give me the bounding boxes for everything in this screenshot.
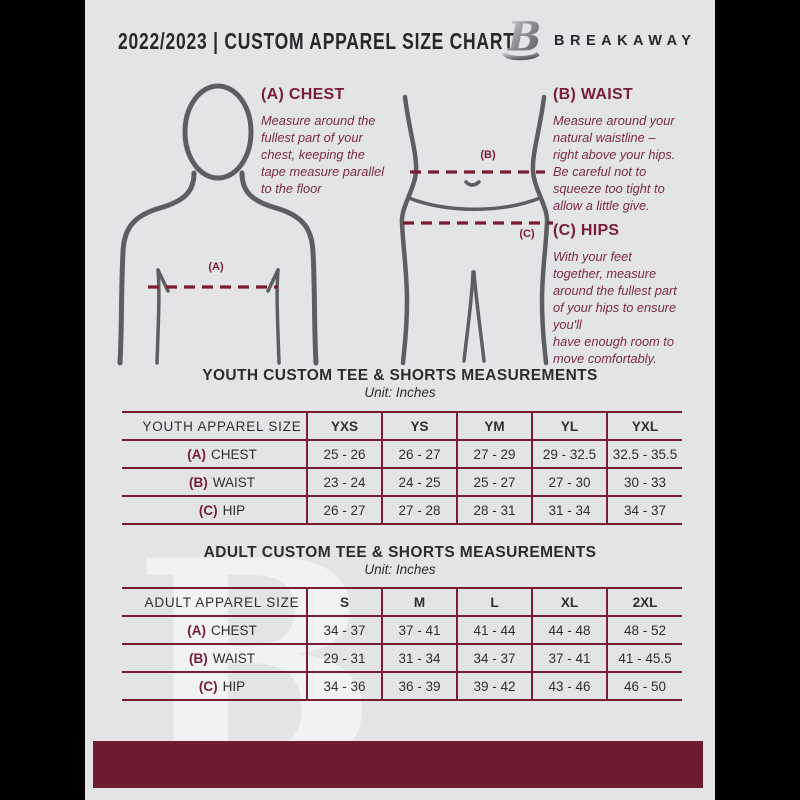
marker-a-label: (A) (208, 261, 224, 273)
youth-size-label: YOUTH APPAREL SIZE (142, 418, 302, 434)
cell: 29 - 31 (306, 644, 382, 672)
youth-col-yxl: YXL (606, 412, 682, 440)
waist-instructions: Measure around your natural waistline – … (553, 113, 676, 214)
row-title: CHEST (210, 446, 257, 462)
cell: 39 - 42 (456, 672, 532, 700)
cell: 26 - 27 (381, 440, 457, 468)
adult-col-m: M (381, 588, 457, 616)
youth-col-yxs: YXS (306, 412, 382, 440)
chest-heading: (A) CHEST (261, 86, 345, 103)
cell: 44 - 48 (531, 616, 607, 644)
youth-waist-row: (B) WAIST 23 - 24 24 - 25 25 - 27 27 - 30… (122, 468, 682, 496)
marker-b-label: (B) (480, 149, 496, 161)
cell: 31 - 34 (531, 496, 607, 524)
adult-col-l: L (456, 588, 532, 616)
youth-header-row: YOUTH APPAREL SIZE YXS YS YM YL YXL (122, 412, 682, 440)
cell: 27 - 30 (531, 468, 607, 496)
row-prefix: (B) (189, 474, 208, 490)
cell: 27 - 29 (456, 440, 532, 468)
adult-waist-row: (B) WAIST 29 - 31 31 - 34 34 - 37 37 - 41… (122, 644, 682, 672)
youth-table-title: YOUTH CUSTOM TEE & SHORTS MEASUREMENTS (202, 367, 598, 384)
waist-heading: (B) WAIST (553, 86, 634, 103)
adult-hip-row: (C) HIP 34 - 36 36 - 39 39 - 42 43 - 46 4… (122, 672, 682, 700)
cell: 25 - 26 (306, 440, 382, 468)
cell: 27 - 28 (381, 496, 457, 524)
breakaway-logo-icon: B (501, 14, 542, 61)
size-chart-page: 2022/2023 | CUSTOM APPAREL SIZE CHART B … (85, 0, 715, 800)
row-label: (B) WAIST (122, 468, 307, 496)
row-title: CHEST (210, 622, 257, 638)
row-prefix: (C) (198, 678, 218, 694)
cell: 48 - 52 (606, 616, 682, 644)
youth-size-table: YOUTH APPAREL SIZE YXS YS YM YL YXL (A) C… (122, 411, 682, 525)
chest-instructions: Measure around the fullest part of your … (261, 113, 385, 197)
youth-table-unit: Unit: Inches (364, 385, 436, 400)
hips-diagram (399, 94, 553, 366)
row-label: (A) CHEST (122, 616, 307, 644)
cell: 34 - 36 (306, 672, 382, 700)
youth-col-ys: YS (381, 412, 457, 440)
cell: 41 - 44 (456, 616, 532, 644)
adult-table-unit: Unit: Inches (364, 562, 436, 577)
logo-swoosh (501, 51, 540, 61)
youth-chest-row: (A) CHEST 25 - 26 26 - 27 27 - 29 29 - 32… (122, 440, 682, 468)
row-prefix: (A) (187, 622, 206, 638)
cell: 25 - 27 (456, 468, 532, 496)
row-label: (C) HIP (122, 496, 307, 524)
adult-size-table: ADULT APPAREL SIZE S M L XL 2XL (A) CHEST… (122, 587, 682, 701)
cell: 28 - 31 (456, 496, 532, 524)
cell: 31 - 34 (381, 644, 457, 672)
cell: 24 - 25 (381, 468, 457, 496)
row-prefix: (C) (198, 502, 218, 518)
adult-chest-row: (A) CHEST 34 - 37 37 - 41 41 - 44 44 - 48… (122, 616, 682, 644)
row-label: (B) WAIST (122, 644, 307, 672)
cell: 30 - 33 (606, 468, 682, 496)
adult-col-xl: XL (531, 588, 607, 616)
row-prefix: (B) (189, 650, 208, 666)
cell: 41 - 45.5 (606, 644, 682, 672)
adult-col-s: S (306, 588, 382, 616)
youth-col-ym: YM (456, 412, 532, 440)
adult-col-2xl: 2XL (606, 588, 682, 616)
cell: 23 - 24 (306, 468, 382, 496)
cell: 46 - 50 (606, 672, 682, 700)
row-label: (C) HIP (122, 672, 307, 700)
navel-mark (464, 180, 481, 187)
logo-b-glyph: B (507, 14, 542, 60)
cell: 34 - 37 (306, 616, 382, 644)
cell: 43 - 46 (531, 672, 607, 700)
row-title: HIP (222, 502, 246, 518)
hips-heading: (C) HIPS (553, 222, 620, 239)
youth-col-yl: YL (531, 412, 607, 440)
cell: 29 - 32.5 (531, 440, 607, 468)
cell: 26 - 27 (306, 496, 382, 524)
waistband-curve (407, 196, 542, 211)
row-prefix: (A) (187, 446, 206, 462)
marker-c-label: (C) (519, 228, 535, 240)
adult-header-row: ADULT APPAREL SIZE S M L XL 2XL (122, 588, 682, 616)
footer-bar (93, 741, 703, 788)
cell: 32.5 - 35.5 (606, 440, 682, 468)
youth-hip-row: (C) HIP 26 - 27 27 - 28 28 - 31 31 - 34 3… (122, 496, 682, 524)
hips-instructions: With your feet together, measure around … (553, 249, 677, 367)
cell: 36 - 39 (381, 672, 457, 700)
torso-diagram (117, 83, 319, 366)
cell: 34 - 37 (606, 496, 682, 524)
row-title: WAIST (212, 650, 255, 666)
cell: 37 - 41 (381, 616, 457, 644)
page-title: 2022/2023 | CUSTOM APPAREL SIZE CHART (118, 28, 515, 54)
brand-name: BREAKAWAY (554, 33, 697, 49)
adult-size-label: ADULT APPAREL SIZE (144, 594, 300, 610)
cell: 37 - 41 (531, 644, 607, 672)
figure-head (182, 83, 254, 181)
cell: 34 - 37 (456, 644, 532, 672)
adult-table-title: ADULT CUSTOM TEE & SHORTS MEASUREMENTS (203, 544, 597, 561)
row-title: HIP (222, 678, 246, 694)
row-title: WAIST (212, 474, 255, 490)
row-label: (A) CHEST (122, 440, 307, 468)
